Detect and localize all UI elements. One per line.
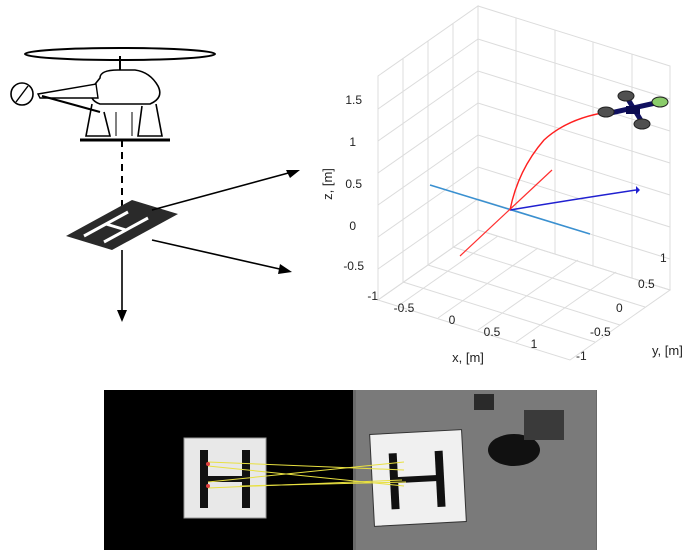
x-tick: 0 xyxy=(449,313,456,327)
y-tick-labels: 1 0.5 0 -0.5 -1 xyxy=(576,251,667,363)
tail-boom xyxy=(36,83,99,99)
origin-x-axis-line xyxy=(459,169,553,257)
z-axis-label: z, [m] xyxy=(320,168,335,200)
desk-object xyxy=(488,434,540,466)
z-tick: 0 xyxy=(349,219,356,233)
z-tick: 0.5 xyxy=(345,177,362,191)
helicopter-diagram xyxy=(10,47,300,322)
feature-matching-image xyxy=(104,390,597,550)
landing-skids xyxy=(85,103,163,137)
landing-pad xyxy=(66,200,178,250)
y-tick: -0.5 xyxy=(590,325,611,339)
z-tick-labels: 1.5 1 0.5 0 -0.5 -1 xyxy=(343,93,378,303)
y-tick: 0.5 xyxy=(638,277,655,291)
helicopter-body xyxy=(90,69,161,105)
flight-trajectory xyxy=(509,111,609,211)
x-tick: 1 xyxy=(531,337,538,351)
camera-h-marking xyxy=(388,450,446,510)
feature-match-lines xyxy=(207,461,407,489)
y-tick: 0 xyxy=(616,301,623,315)
pad-axis-x xyxy=(151,239,285,271)
z-tick: -0.5 xyxy=(343,259,364,273)
trajectory-3d-plot: 1.5 1 0.5 0 -0.5 -1 z, [m] -0.5 0 0.5 1 … xyxy=(320,5,683,365)
z-tick: -1 xyxy=(367,289,378,303)
pad-h-marking xyxy=(83,210,149,244)
x-tick: -0.5 xyxy=(394,301,415,315)
z-tick: 1 xyxy=(349,135,356,149)
blue-trajectory xyxy=(509,189,637,211)
quadrotor-icon xyxy=(597,90,669,130)
x-axis-label: x, [m] xyxy=(452,350,484,365)
template-h-marking xyxy=(200,450,250,508)
plot-grid xyxy=(376,5,672,361)
y-axis-label: y, [m] xyxy=(652,343,683,358)
pad-axis-y xyxy=(151,171,293,211)
z-tick: 1.5 xyxy=(345,93,362,107)
x-tick-labels: -0.5 0 0.5 1 xyxy=(394,301,538,351)
y-tick: -1 xyxy=(576,349,587,363)
y-tick: 1 xyxy=(660,251,667,265)
x-tick: 0.5 xyxy=(484,325,501,339)
